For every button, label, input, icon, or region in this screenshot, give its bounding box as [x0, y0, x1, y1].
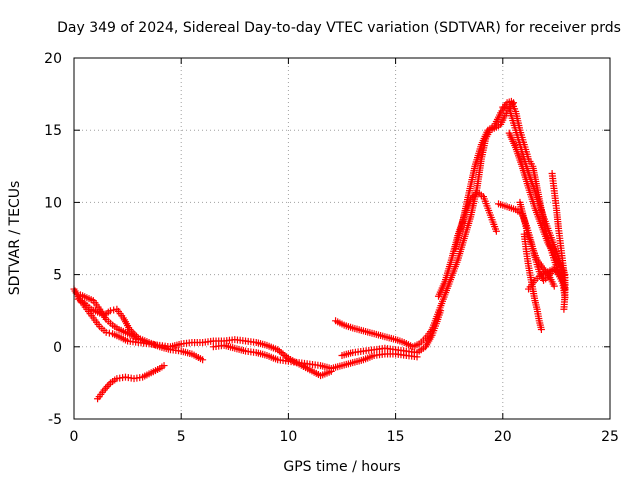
data-point	[550, 282, 558, 290]
data-point	[102, 328, 110, 336]
x-tick-label: 10	[279, 429, 297, 445]
chart-title: Day 349 of 2024, Sidereal Day-to-day VTE…	[57, 20, 621, 36]
y-tick-label: 20	[44, 51, 62, 67]
data-point	[560, 305, 568, 313]
y-tick-label: -5	[48, 412, 62, 428]
data-point	[537, 325, 545, 333]
y-tick-label: 5	[53, 268, 62, 284]
x-axis-title: GPS time / hours	[283, 459, 400, 475]
plot-frame	[73, 57, 611, 420]
x-tick-label: 20	[494, 429, 512, 445]
data-points	[70, 97, 569, 403]
data-point	[499, 103, 507, 111]
y-tick-label: 0	[53, 340, 62, 356]
data-point	[103, 383, 111, 391]
data-point	[105, 329, 113, 337]
data-point	[561, 294, 569, 302]
data-point	[134, 336, 142, 344]
data-point	[160, 362, 168, 370]
y-tick-label: 10	[44, 195, 62, 211]
x-tick-label: 5	[177, 429, 186, 445]
data-point	[502, 104, 510, 112]
x-tick-label: 25	[601, 429, 619, 445]
data-point	[110, 306, 118, 314]
data-point	[102, 384, 110, 392]
data-point	[492, 227, 500, 235]
x-tick-labels: 0 5 10 15 20 25	[70, 429, 619, 445]
data-point	[199, 356, 207, 364]
y-tick-label: 15	[44, 123, 62, 139]
y-tick-labels: -5 0 5 10 15 20	[44, 51, 62, 428]
x-tick-label: 15	[387, 429, 405, 445]
data-point	[106, 307, 114, 315]
x-tick-label: 0	[70, 429, 79, 445]
y-axis-title: SDTVAR / TECUs	[7, 181, 23, 296]
data-point	[105, 381, 113, 389]
